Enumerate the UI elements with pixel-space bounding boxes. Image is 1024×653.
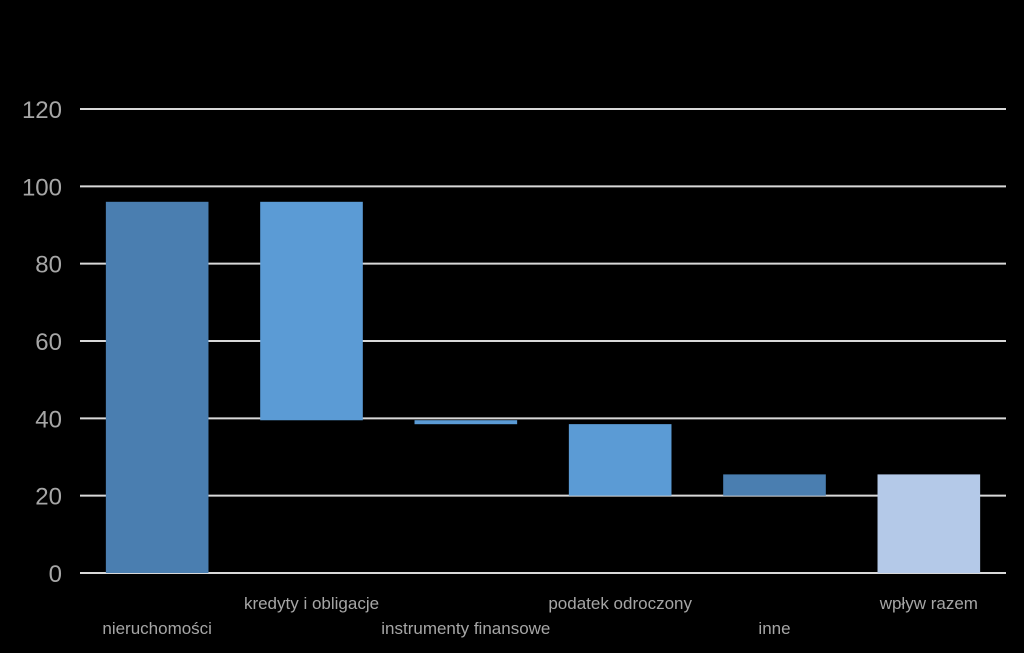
- category-label: podatek odroczony: [548, 594, 692, 613]
- gridlines: [80, 108, 1006, 574]
- y-tick-label: 100: [22, 174, 62, 201]
- y-axis-ticks: 0 20 40 60 80 100 120: [22, 97, 62, 588]
- category-label: kredyty i obligacje: [244, 594, 379, 613]
- y-tick-label: 40: [35, 406, 62, 433]
- y-tick-label: 80: [35, 252, 62, 279]
- y-tick-label: 120: [22, 97, 62, 124]
- bar-3: [414, 420, 518, 425]
- y-tick-label: 20: [35, 484, 62, 511]
- bar-1: [105, 201, 209, 574]
- bar-6: [877, 474, 981, 573]
- y-tick-label: 60: [35, 329, 62, 356]
- category-label: wpływ razem: [879, 594, 978, 613]
- y-tick-label: 0: [49, 561, 62, 588]
- bar-5: [723, 474, 826, 496]
- category-label: nieruchomości: [102, 619, 212, 638]
- bars: [105, 201, 981, 574]
- category-label: inne: [758, 619, 790, 638]
- x-axis-labels: nieruchomości kredyty i obligacjeinstrume…: [102, 594, 978, 638]
- bar-2: [260, 201, 363, 421]
- bar-4: [568, 424, 672, 496]
- category-label: instrumenty finansowe: [381, 619, 550, 638]
